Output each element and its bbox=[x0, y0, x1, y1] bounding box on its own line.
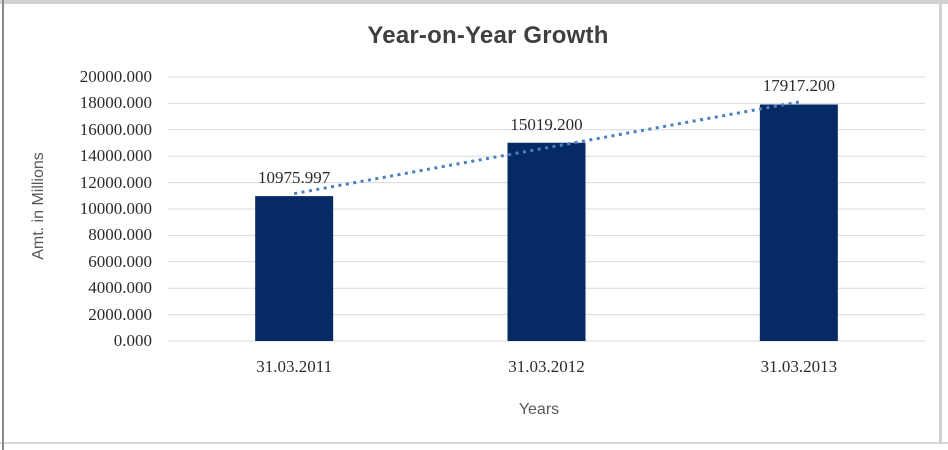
frame-border-bottom bbox=[0, 442, 948, 444]
trendline bbox=[293, 100, 800, 196]
frame-border-right bbox=[939, 0, 942, 444]
chart-title: Year-on-Year Growth bbox=[367, 22, 609, 49]
bar-31.03.2013 bbox=[759, 104, 838, 342]
bar-31.03.2011 bbox=[255, 196, 334, 341]
frame-border-left bbox=[2, 0, 4, 450]
bar-31.03.2012 bbox=[507, 142, 586, 341]
x-axis-title: Years bbox=[518, 401, 560, 418]
frame-border-top bbox=[0, 0, 948, 4]
